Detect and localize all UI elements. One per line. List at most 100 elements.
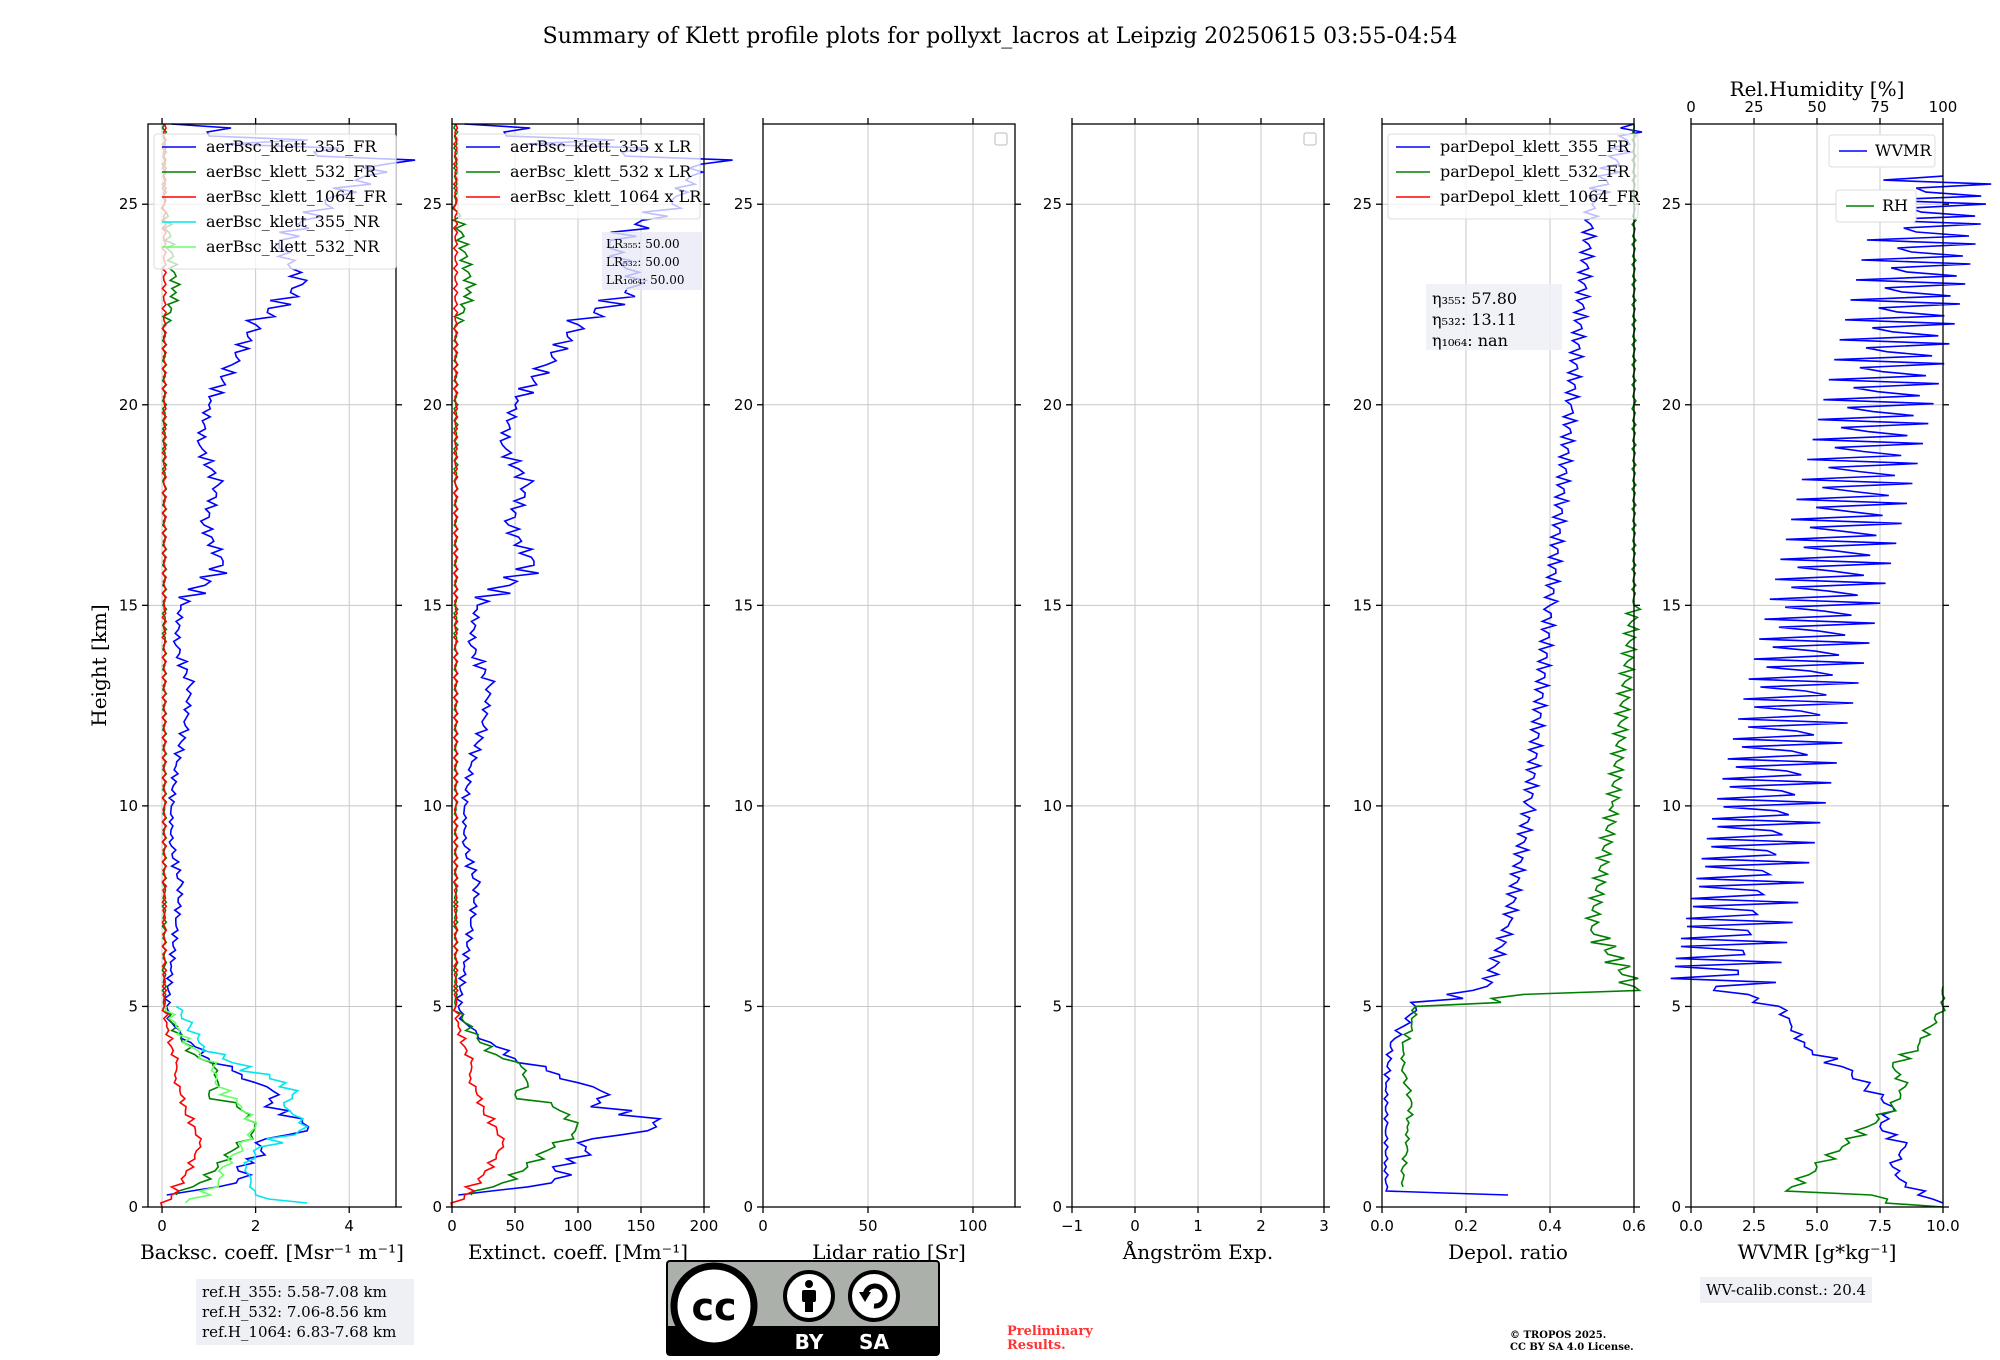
- y-tick-label: 15: [1043, 596, 1062, 614]
- axes-frame: [762, 123, 1016, 1208]
- legend-entry: parDepol_klett_1064_FR: [1440, 187, 1641, 206]
- legend-entry: aerBsc_klett_532_NR: [206, 237, 380, 256]
- legend-entry: aerBsc_klett_1064_FR: [206, 187, 388, 206]
- x-tick-label: 2.5: [1742, 1217, 1766, 1235]
- ref-heights-box: ref.H_355: 5.58-7.08 km ref.H_532: 7.06-…: [196, 1279, 414, 1345]
- x-tick-label: 3: [1319, 1217, 1329, 1235]
- series-line-parDepol_klett_532_FR: [1400, 123, 1643, 1188]
- sa-share-icon: [848, 1270, 900, 1322]
- y-tick-label: 25: [119, 195, 138, 213]
- series-line-aerBsc_klett_355_NR: [175, 1005, 309, 1204]
- x-tick-label: 4: [344, 1217, 354, 1235]
- y-tick-label: 5: [1671, 997, 1681, 1015]
- x-axis-label: Depol. ratio: [1448, 1240, 1568, 1264]
- y-tick-label: 20: [1662, 396, 1681, 414]
- x-tick-label: 100: [564, 1217, 593, 1235]
- top-tick-label: 75: [1870, 98, 1889, 116]
- x-tick-label: 50: [858, 1217, 877, 1235]
- figure-title: Summary of Klett profile plots for polly…: [543, 24, 1458, 49]
- legend-entry: WVMR: [1875, 141, 1932, 160]
- axes-frame: [147, 123, 397, 1208]
- copyright-note: © TROPOS 2025. CC BY SA 4.0 License.: [1510, 1330, 1634, 1354]
- legend-entry: aerBsc_klett_355_NR: [206, 212, 380, 231]
- legend-box: [1835, 189, 1917, 223]
- y-tick-label: 15: [1662, 596, 1681, 614]
- x-axis-label: Extinct. coeff. [Mm⁻¹]: [468, 1240, 688, 1264]
- y-tick-label: 0: [1362, 1198, 1372, 1216]
- x-tick-label: 0: [758, 1217, 768, 1235]
- cc-by-sa-logo: cc BY SA: [666, 1260, 940, 1356]
- x-tick-label: 10.0: [1926, 1217, 1959, 1235]
- legend-entry: RH: [1882, 196, 1908, 215]
- panel-depolarization: 0.0 0.2 0.4 0.6 0 5 10 15 20 25 Depol. ratio parDep…: [1353, 118, 1646, 1264]
- top-tick-label: 25: [1744, 98, 1763, 116]
- y-tick-label: 20: [734, 396, 753, 414]
- y-tick-label: 20: [423, 396, 442, 414]
- x-axis-label: Backsc. coeff. [Msr⁻¹ m⁻¹]: [140, 1240, 404, 1264]
- eta-label: η₃₅₅: 57.80: [1432, 289, 1517, 308]
- x-tick-label: 5.0: [1805, 1217, 1829, 1235]
- x-tick-label: 0.2: [1454, 1217, 1478, 1235]
- x-tick-label: 0.0: [1679, 1217, 1703, 1235]
- x-tick-label: 50: [505, 1217, 524, 1235]
- empty-legend-box: [994, 132, 1008, 146]
- preliminary-line-2: Results.: [1007, 1338, 1066, 1353]
- y-tick-label: 15: [1353, 596, 1372, 614]
- legend-box: [1828, 134, 1936, 168]
- y-tick-label: 0: [128, 1198, 138, 1216]
- wv-calib-text: WV-calib.const.: 20.4: [1706, 1281, 1867, 1299]
- x-tick-label: 0: [157, 1217, 167, 1235]
- y-tick-label: 0: [743, 1198, 753, 1216]
- y-tick-label: 25: [734, 195, 753, 213]
- legend-entry: aerBsc_klett_1064 x LR: [510, 187, 702, 206]
- ref-height-1064: ref.H_1064: 6.83-7.68 km: [202, 1323, 397, 1341]
- y-tick-label: 20: [119, 396, 138, 414]
- eta-label-box: [1426, 284, 1562, 350]
- panel-water_vapor: 0.0 2.5 5.0 7.5 10.0 0 5 10 15 20 25 WVMR [g*kg⁻¹] 0…: [1662, 77, 1992, 1264]
- legend-entry: aerBsc_klett_355_FR: [206, 137, 377, 156]
- x-tick-label: 2: [1256, 1217, 1266, 1235]
- series-line-aerBsc_klett_532_FR: [160, 123, 257, 1196]
- y-tick-label: 5: [1362, 997, 1372, 1015]
- legend-entry: aerBsc_klett_532 x LR: [510, 162, 692, 181]
- series-line-parDepol_klett_355_FR: [1383, 123, 1643, 1196]
- empty-legend-box: [1303, 132, 1317, 146]
- y-tick-label: 10: [119, 797, 138, 815]
- y-tick-label: 10: [1662, 797, 1681, 815]
- cc-text: cc: [691, 1285, 736, 1329]
- y-tick-label: 10: [734, 797, 753, 815]
- x-tick-label: 0.6: [1622, 1217, 1646, 1235]
- y-tick-label: 5: [743, 997, 753, 1015]
- y-tick-label: 0: [1052, 1198, 1062, 1216]
- preliminary-line-1: Preliminary: [1007, 1324, 1093, 1339]
- y-tick-label: 20: [1043, 396, 1062, 414]
- top-tick-label: 100: [1929, 98, 1958, 116]
- y-tick-label: 25: [1353, 195, 1372, 213]
- axes-frame: [1381, 123, 1635, 1208]
- x-tick-label: 0.0: [1370, 1217, 1394, 1235]
- y-tick-label: 5: [128, 997, 138, 1015]
- eta-label: η₅₃₂: 13.11: [1432, 310, 1517, 329]
- eta-label: η₁₀₆₄: nan: [1432, 331, 1508, 350]
- lr-label: LR₅₃₂: 50.00: [606, 255, 680, 269]
- y-tick-label: 15: [423, 596, 442, 614]
- panel-backscatter: 0 2 4 0 5 10 15 20 25 Backsc. coeff. [Msr⁻¹ m⁻¹] H…: [87, 118, 416, 1264]
- legend-entry: aerBsc_klett_532_FR: [206, 162, 377, 181]
- y-tick-label: 15: [119, 596, 138, 614]
- y-tick-label: 10: [1043, 797, 1062, 815]
- cc-circle-icon: [670, 1262, 758, 1350]
- top-tick-label: 50: [1807, 98, 1826, 116]
- x-axis-label: Ångström Exp.: [1122, 1239, 1273, 1264]
- y-tick-label: 20: [1353, 396, 1372, 414]
- sa-text: SA: [859, 1330, 889, 1354]
- ref-height-532: ref.H_532: 7.06-8.56 km: [202, 1303, 387, 1321]
- x-tick-label: 200: [690, 1217, 719, 1235]
- y-tick-label: 5: [1052, 997, 1062, 1015]
- y-tick-label: 10: [423, 797, 442, 815]
- copyright-line-1: © TROPOS 2025.: [1510, 1330, 1607, 1341]
- x-tick-label: 100: [959, 1217, 988, 1235]
- preliminary-note: Preliminary Results.: [1007, 1325, 1093, 1353]
